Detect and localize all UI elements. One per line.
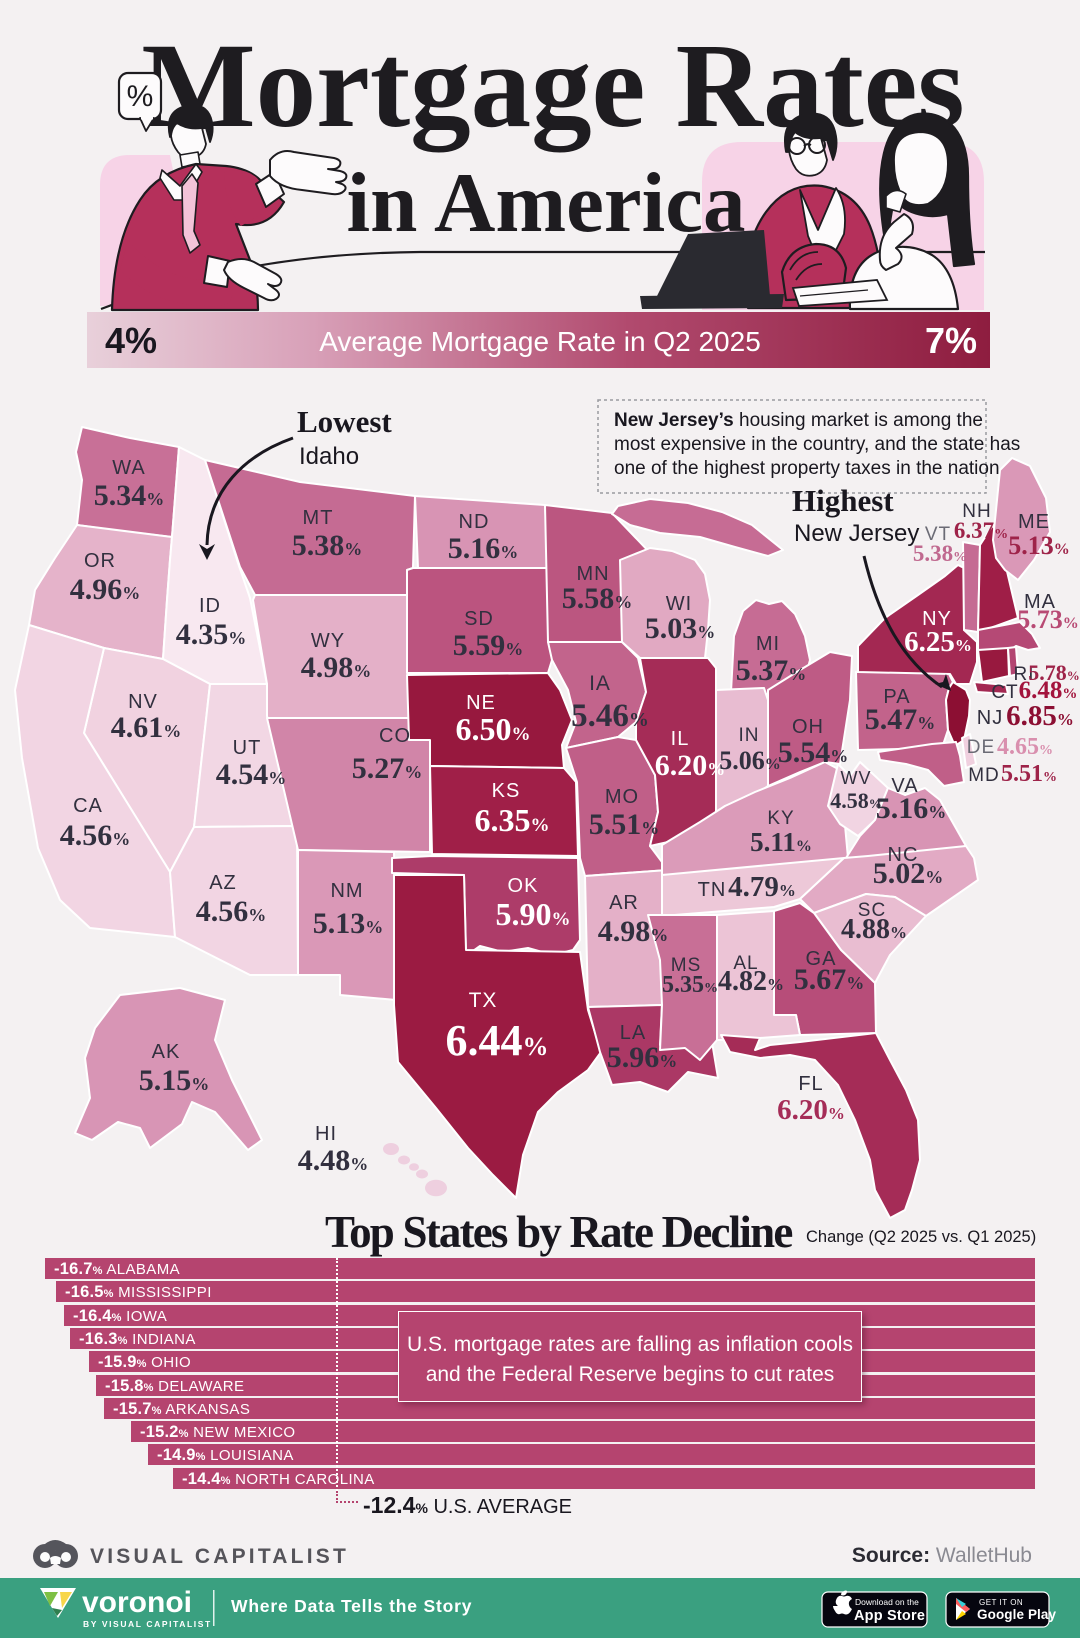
svg-text:4.48%: 4.48% [298,1144,369,1177]
svg-text:SC: SC [858,900,886,921]
svg-text:Highest: Highest [792,483,894,518]
svg-text:Where Data Tells the Story: Where Data Tells the Story [231,1596,472,1616]
svg-text:WV: WV [841,768,872,788]
svg-text:GA: GA [806,948,837,970]
svg-text:IL: IL [671,728,690,750]
svg-text:VT: VT [925,524,951,545]
svg-text:RI: RI [1014,664,1035,685]
svg-text:Mortgage Rates: Mortgage Rates [141,19,964,153]
svg-text:one of the highest property ta: one of the highest property taxes in the… [614,458,1000,479]
svg-text:NJ: NJ [977,707,1003,729]
svg-text:OH: OH [792,716,824,738]
svg-text:NE: NE [466,692,496,714]
svg-text:AK: AK [152,1041,181,1063]
svg-text:5.38%: 5.38% [913,541,967,566]
svg-text:5.13%: 5.13% [313,907,384,940]
svg-text:KS: KS [492,780,521,802]
svg-text:6.20%: 6.20% [655,749,726,782]
svg-text:in America: in America [347,156,746,250]
svg-text:SD: SD [464,608,494,630]
svg-text:MO: MO [605,786,639,808]
svg-text:AL: AL [733,953,758,974]
svg-text:5.13%: 5.13% [1008,531,1070,560]
svg-text:WY: WY [311,630,345,652]
svg-text:Idaho: Idaho [299,443,359,470]
svg-text:GET IT ON: GET IT ON [979,1598,1023,1607]
svg-text:BY VISUAL CAPITALIST: BY VISUAL CAPITALIST [83,1619,212,1629]
svg-text:App Store: App Store [854,1608,925,1624]
svg-text:Lowest: Lowest [297,404,392,439]
svg-text:MI: MI [756,633,780,655]
svg-text:NM: NM [330,880,363,902]
svg-text:4.79%: 4.79% [728,871,796,903]
svg-text:voronoi: voronoi [82,1586,192,1619]
svg-text:CA: CA [73,795,103,817]
svg-text:ND: ND [459,511,490,533]
svg-text:KY: KY [767,808,794,829]
svg-text:OK: OK [508,875,539,897]
svg-text:5.51%: 5.51% [589,808,660,841]
svg-text:MA: MA [1024,591,1056,613]
svg-text:%: % [127,80,154,113]
svg-text:NV: NV [128,691,158,713]
svg-text:NC: NC [888,844,919,866]
svg-text:CO: CO [379,725,411,747]
svg-text:4.65%: 4.65% [997,734,1053,760]
svg-text:WA: WA [112,457,145,479]
svg-text:CT: CT [991,682,1018,703]
svg-text:4.61%: 4.61% [111,711,182,744]
svg-text:6.85%: 6.85% [1006,700,1074,732]
svg-text:MN: MN [576,563,609,585]
svg-text:4%: 4% [105,320,157,361]
svg-text:Download on the: Download on the [855,1597,919,1607]
svg-text:New Jersey: New Jersey [794,520,919,547]
svg-text:LA: LA [620,1022,646,1044]
svg-text:7%: 7% [925,320,977,361]
svg-text:IN: IN [739,725,760,746]
svg-text:TX: TX [469,989,498,1012]
svg-text:Average Mortgage Rate in Q2 20: Average Mortgage Rate in Q2 2025 [319,326,761,357]
svg-text:Source: WalletHub: Source: WalletHub [852,1544,1032,1567]
svg-text:MT: MT [303,507,334,529]
svg-text:TN: TN [698,879,727,901]
svg-text:VISUAL CAPITALIST: VISUAL CAPITALIST [90,1545,349,1568]
svg-text:5.78%: 5.78% [1028,660,1080,685]
svg-text:most expensive in the country,: most expensive in the country, and the s… [614,434,1020,455]
svg-text:FL: FL [798,1073,823,1095]
svg-text:OR: OR [84,550,116,572]
svg-text:ME: ME [1018,511,1050,533]
svg-text:WI: WI [666,593,692,615]
svg-text:UT: UT [233,737,262,759]
svg-text:Google Play: Google Play [977,1607,1057,1622]
svg-text:New Jersey’s housing market is: New Jersey’s housing market is among the [614,410,983,431]
svg-text:5.73%: 5.73% [1017,605,1079,634]
svg-text:IA: IA [589,672,611,695]
svg-text:ID: ID [199,595,221,617]
svg-text:AZ: AZ [209,872,237,894]
svg-text:6.20%: 6.20% [777,1094,845,1126]
svg-text:DE: DE [967,737,995,758]
svg-text:VA: VA [891,775,918,797]
svg-text:AR: AR [609,892,639,914]
svg-text:MS: MS [671,955,702,976]
svg-text:NY: NY [922,608,952,630]
svg-text:MD: MD [968,765,1000,786]
svg-text:4.98%: 4.98% [598,915,669,948]
svg-text:5.51%: 5.51% [1001,761,1057,787]
svg-text:4.58%: 4.58% [830,788,882,813]
svg-text:NH: NH [962,501,991,522]
svg-text:PA: PA [883,686,910,708]
svg-text:4.54%: 4.54% [216,758,287,791]
svg-text:HI: HI [315,1123,337,1145]
